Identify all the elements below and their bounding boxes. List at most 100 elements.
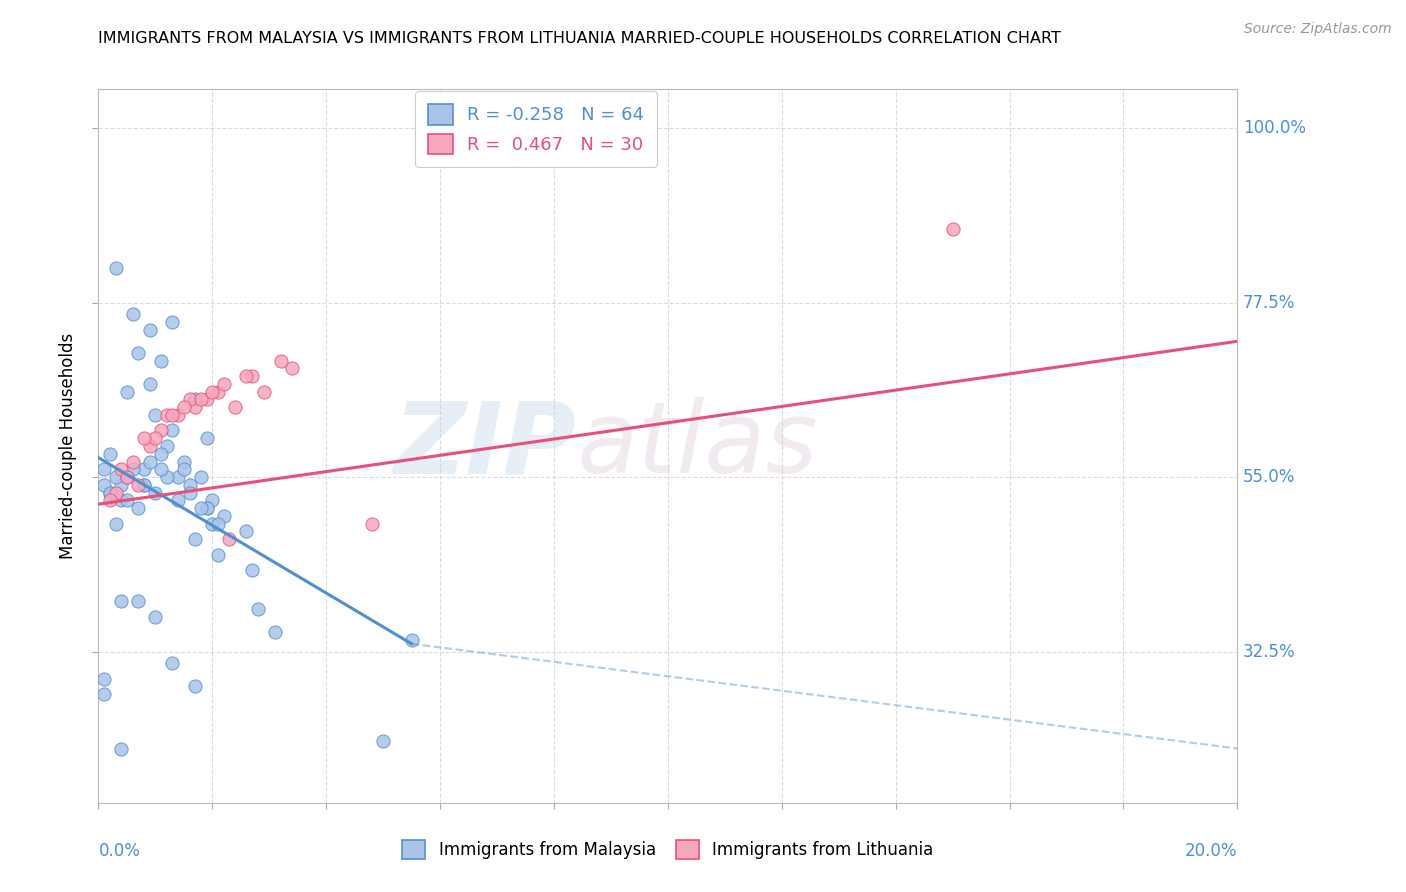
Point (270, 353, 292, 368)
Legend: Immigrants from Malaysia, Immigrants from Lithuania: Immigrants from Malaysia, Immigrants fro… (395, 833, 941, 866)
Point (150, 424, 173, 438)
Point (195, 392, 218, 407)
Point (93, 687, 115, 701)
Text: 55.0%: 55.0% (1243, 468, 1295, 486)
Point (190, 392, 212, 407)
Point (252, 384, 274, 399)
Point (264, 625, 287, 640)
Point (127, 477, 149, 491)
Point (110, 493, 132, 508)
Text: atlas: atlas (576, 398, 818, 494)
Point (201, 516, 224, 531)
Point (93, 462, 115, 476)
Point (138, 323, 160, 337)
Point (138, 439, 160, 453)
Point (167, 408, 190, 422)
Point (132, 462, 155, 476)
Point (110, 462, 132, 476)
Point (212, 508, 235, 523)
Point (127, 501, 149, 516)
Point (401, 632, 423, 647)
Point (373, 733, 395, 747)
Point (162, 315, 184, 329)
Point (201, 384, 224, 399)
Point (110, 741, 132, 756)
Point (150, 447, 173, 461)
Point (179, 485, 201, 500)
Point (121, 307, 143, 321)
Point (207, 384, 229, 399)
Point (127, 346, 149, 360)
Point (207, 516, 229, 531)
Point (156, 439, 179, 453)
Point (145, 609, 167, 624)
Point (235, 369, 257, 384)
Point (195, 501, 218, 516)
Point (93, 477, 115, 491)
Text: IMMIGRANTS FROM MALAYSIA VS IMMIGRANTS FROM LITHUANIA MARRIED-COUPLE HOUSEHOLDS : IMMIGRANTS FROM MALAYSIA VS IMMIGRANTS F… (98, 31, 1062, 46)
Point (190, 470, 212, 484)
Point (190, 501, 212, 516)
Point (224, 401, 246, 415)
Point (360, 516, 382, 531)
Point (115, 384, 138, 399)
Text: ZIP: ZIP (394, 398, 576, 494)
Point (167, 470, 190, 484)
Point (98, 485, 121, 500)
Point (184, 532, 207, 546)
Point (132, 477, 155, 491)
Point (104, 470, 127, 484)
Point (121, 454, 143, 468)
Point (127, 594, 149, 608)
Point (110, 477, 132, 491)
Point (98, 447, 121, 461)
Point (162, 424, 184, 438)
Point (246, 602, 269, 616)
Point (132, 431, 155, 445)
Point (942, 222, 965, 236)
Point (110, 594, 132, 608)
Point (179, 477, 201, 491)
Point (115, 470, 138, 484)
Point (184, 680, 207, 694)
Text: 100.0%: 100.0% (1243, 119, 1306, 137)
Point (212, 376, 235, 391)
Text: 32.5%: 32.5% (1243, 642, 1295, 661)
Text: 0.0%: 0.0% (98, 842, 141, 860)
Point (179, 392, 201, 407)
Point (184, 392, 207, 407)
Point (162, 408, 184, 422)
Point (93, 672, 115, 686)
Point (184, 401, 207, 415)
Point (173, 454, 195, 468)
Point (156, 470, 179, 484)
Text: 77.5%: 77.5% (1243, 293, 1295, 311)
Point (98, 485, 121, 500)
Point (195, 501, 218, 516)
Text: 20.0%: 20.0% (1185, 842, 1237, 860)
Point (145, 408, 167, 422)
Point (150, 353, 173, 368)
Point (104, 260, 127, 275)
Y-axis label: Married-couple Households: Married-couple Households (59, 333, 77, 559)
Point (218, 532, 240, 546)
Point (104, 516, 127, 531)
Point (138, 454, 160, 468)
Point (162, 656, 184, 670)
Point (150, 462, 173, 476)
Point (115, 470, 138, 484)
Point (104, 485, 127, 500)
Point (240, 369, 263, 384)
Point (121, 462, 143, 476)
Point (115, 493, 138, 508)
Point (173, 462, 195, 476)
Point (138, 376, 160, 391)
Point (167, 493, 190, 508)
Point (145, 485, 167, 500)
Text: Source: ZipAtlas.com: Source: ZipAtlas.com (1244, 22, 1392, 37)
Point (240, 563, 263, 577)
Point (201, 493, 224, 508)
Point (156, 408, 179, 422)
Point (98, 493, 121, 508)
Point (281, 361, 304, 376)
